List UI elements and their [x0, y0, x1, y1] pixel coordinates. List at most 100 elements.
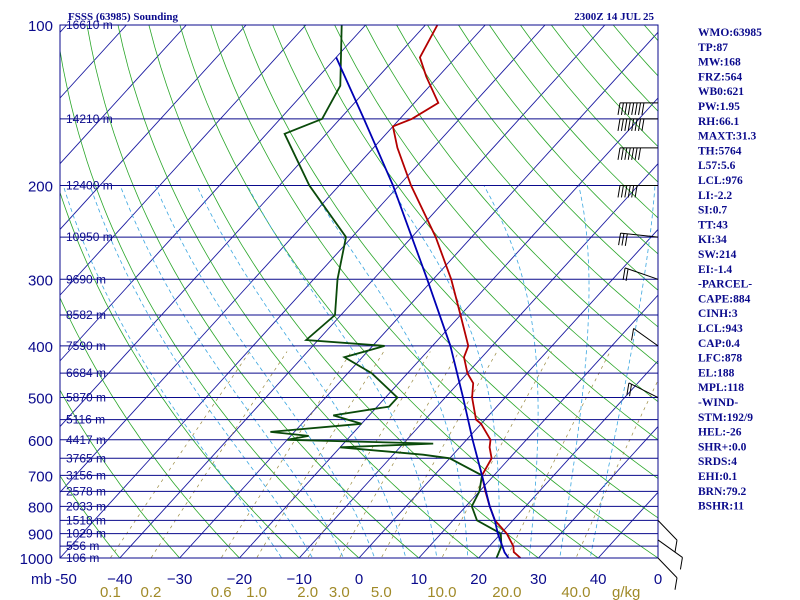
wind-barb-feather [617, 147, 621, 160]
isotherm-line [478, 360, 658, 558]
wind-barb-feather [617, 102, 621, 115]
dry-adiabat-line [179, 25, 599, 558]
temperature-tick-label: 30 [530, 571, 547, 588]
temperature-tick-label: 0 [654, 571, 662, 588]
wind-barb-staff [657, 539, 683, 558]
index-line: BRN:79.2 [698, 486, 746, 498]
isotherm-line [418, 294, 658, 558]
wind-barb-feather [679, 557, 683, 570]
wind-barb [617, 184, 658, 198]
index-line: LCL:976 [698, 175, 743, 187]
wind-barb-feather [625, 268, 629, 282]
wind-barb-feather [641, 102, 645, 115]
wind-barb [617, 118, 658, 131]
mixing-ratio-line [307, 351, 431, 558]
index-line: CAP:0.4 [698, 338, 740, 350]
wind-barb-staff [657, 520, 678, 541]
wind-barb [618, 232, 659, 246]
moist-adiabat-line [483, 185, 539, 558]
index-line: SW:214 [698, 249, 737, 261]
index-line: EL:188 [698, 367, 735, 379]
index-line: KI:34 [698, 234, 727, 246]
dry-adiabat-line [60, 475, 121, 558]
isotherm-line [60, 25, 247, 231]
mixing-ratio-label: 10.0 [427, 584, 456, 600]
isotherm-line [239, 97, 658, 558]
wind-barb-feather [641, 118, 645, 131]
temperature-tick-label: −20 [227, 571, 252, 588]
wind-barb-feather [618, 233, 622, 246]
index-line: L57:5.6 [698, 160, 736, 172]
pressure-tick-label: 900 [28, 527, 53, 544]
height-label: 5870 m [66, 391, 106, 405]
height-label: 4417 m [66, 433, 106, 447]
temperature-tick-label: −10 [286, 571, 311, 588]
height-label: 8582 m [66, 308, 106, 322]
wind-barb-feather [634, 102, 638, 115]
index-line: EHI:0.1 [698, 471, 738, 483]
parcel-trace [335, 57, 510, 558]
wind-barb-staff [633, 328, 659, 347]
isobar-lines [60, 24, 658, 559]
height-label: 2033 m [66, 499, 106, 513]
wind-barb-feather [624, 185, 628, 198]
moist-adiabat-line [559, 185, 590, 558]
wind-barb-feather [627, 102, 631, 115]
mixing-ratio-label: 2.0 [297, 584, 318, 600]
index-line: SRDS:4 [698, 456, 737, 468]
mixing-ratio-line [220, 351, 352, 558]
mixing-ratio-line [150, 351, 288, 558]
wind-barb-feather [631, 147, 635, 160]
wind-barb [657, 539, 683, 570]
wind-barb-feather [674, 540, 678, 553]
wind-barb-feather [624, 233, 628, 246]
mixing-ratio-line [256, 351, 384, 558]
mixing-ratio-label: 0.1 [100, 584, 121, 600]
index-line: RH:66.1 [698, 116, 739, 128]
index-line: LI:-2.2 [698, 190, 732, 202]
temperature-tick-label: 0 [355, 571, 363, 588]
wind-barb [657, 520, 678, 553]
isotherm-line [60, 25, 366, 362]
isotherm-line [60, 25, 426, 428]
mixing-ratio-line [109, 351, 250, 558]
moist-adiabat-line [154, 185, 376, 558]
wind-barb-feather [617, 118, 621, 131]
mixing-ratio-label: 3.0 [329, 584, 350, 600]
wind-barb-feather [620, 118, 624, 131]
dry-adiabat-line [117, 25, 480, 558]
height-label: 7590 m [66, 339, 106, 353]
index-line: LCL:943 [698, 323, 743, 335]
dry-adiabat-line [60, 389, 181, 558]
temperature-tick-label: 20 [470, 571, 487, 588]
height-label: 10950 m [66, 230, 113, 244]
wind-barb-feather [631, 118, 635, 131]
height-label: 3156 m [66, 468, 106, 482]
temperature-tick-label: −40 [107, 571, 132, 588]
wind-barb-feather [634, 118, 638, 131]
isotherm-line [60, 25, 546, 558]
wind-barb [617, 102, 658, 115]
height-label: 1518 m [66, 513, 106, 527]
pressure-unit-label: mb [31, 571, 52, 588]
temperature-tick-label: -50 [55, 571, 77, 588]
mixing-ratio-label: 0.2 [141, 584, 162, 600]
height-label: 2578 m [66, 484, 106, 498]
wind-barb-feather [620, 185, 624, 198]
wind-barb-feather [624, 118, 628, 131]
wind-barb [626, 382, 659, 398]
height-label: 1029 m [66, 527, 106, 541]
height-label: 3765 m [66, 451, 106, 465]
mixing-ratio-line [380, 351, 498, 558]
wind-barb-staff [657, 557, 678, 579]
wind-barb [622, 267, 659, 282]
height-label: 6684 m [66, 366, 106, 380]
index-line: TP:87 [698, 42, 728, 54]
height-label: 16610 m [66, 18, 113, 32]
pressure-tick-label: 100 [28, 18, 53, 35]
moist-adiabat-line [589, 185, 656, 558]
wind-barb-staff [620, 232, 659, 238]
sounding-traces [270, 25, 522, 558]
wind-barb-feather [626, 382, 630, 395]
